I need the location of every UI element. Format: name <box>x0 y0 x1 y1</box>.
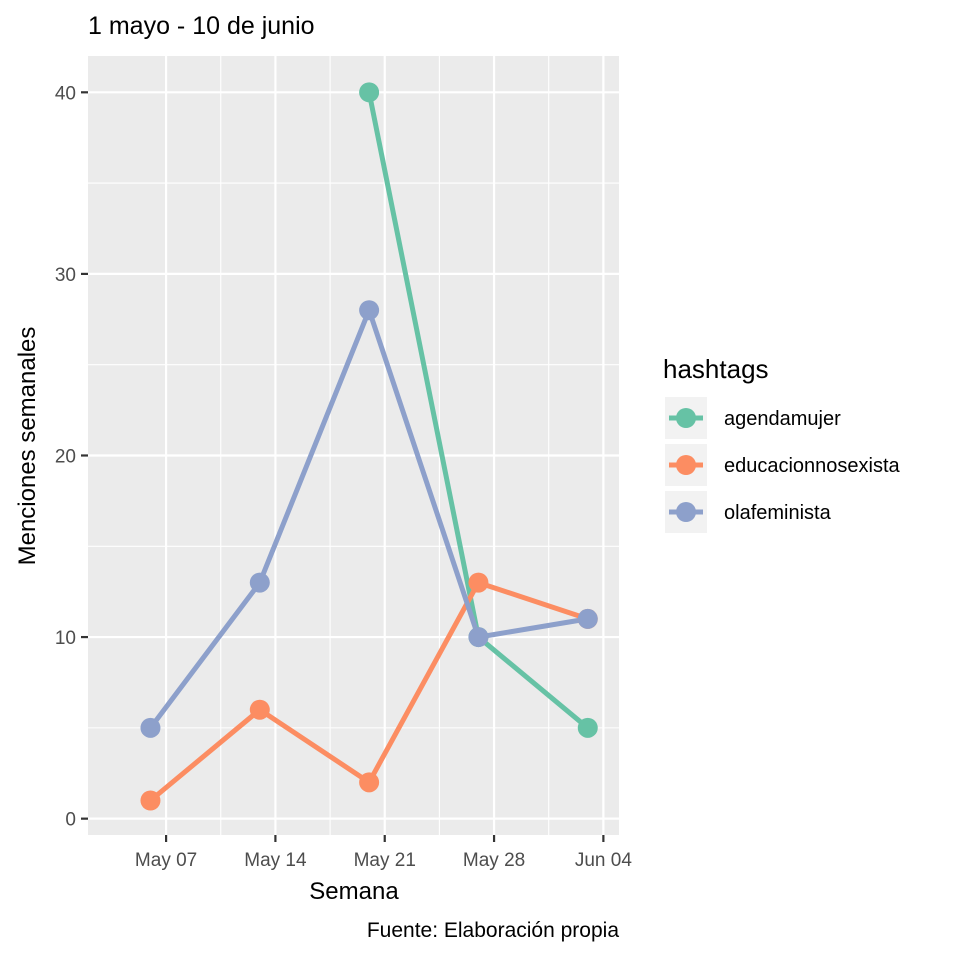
x-tick-label: May 14 <box>244 850 307 871</box>
legend-key-point-olafeminista <box>676 502 696 522</box>
x-axis-title: Semana <box>309 878 399 905</box>
legend-label-olafeminista: olafeminista <box>724 502 832 524</box>
x-tick-label: Jun 04 <box>575 850 632 871</box>
chart-title: 1 mayo - 10 de junio <box>88 12 315 40</box>
legend-label-agendamujer: agendamujer <box>724 408 841 430</box>
data-point-olafeminista <box>577 608 598 629</box>
data-point-olafeminista <box>249 572 270 593</box>
y-tick-label: 40 <box>55 83 76 104</box>
x-tick-label: May 28 <box>463 850 525 871</box>
data-point-agendamujer <box>577 717 598 738</box>
plot-background <box>88 56 619 835</box>
data-point-olafeminista <box>140 717 161 738</box>
y-tick-label: 30 <box>55 265 76 286</box>
data-point-agendamujer <box>359 82 380 103</box>
legend-key-point-agendamujer <box>676 408 696 428</box>
data-point-olafeminista <box>468 627 489 648</box>
series-layer <box>140 82 598 811</box>
x-tick-label: May 21 <box>354 850 416 871</box>
data-point-olafeminista <box>359 300 380 321</box>
plot-panel <box>88 56 619 835</box>
caption: Fuente: Elaboración propia <box>367 919 619 942</box>
y-tick-label: 10 <box>55 628 76 649</box>
y-tick-label: 20 <box>55 446 76 467</box>
legend-title: hashtags <box>663 354 769 384</box>
axes-layer: 0 10 20 30 40 May 07 May 14 May 21 May 28 Jun 04 <box>55 83 632 871</box>
y-axis-title: Menciones semanales <box>14 327 41 566</box>
data-point-educacionnosexista <box>468 572 489 593</box>
x-tick-label: May 07 <box>135 850 197 871</box>
data-point-educacionnosexista <box>359 772 380 793</box>
legend: hashtags agendamujer educacionnosexista ol… <box>663 354 901 533</box>
y-tick-label: 0 <box>65 810 76 831</box>
data-point-educacionnosexista <box>140 790 161 811</box>
data-point-educacionnosexista <box>249 699 270 720</box>
legend-key-point-educacionnosexista <box>676 455 696 475</box>
legend-label-educacionnosexista: educacionnosexista <box>724 455 901 477</box>
